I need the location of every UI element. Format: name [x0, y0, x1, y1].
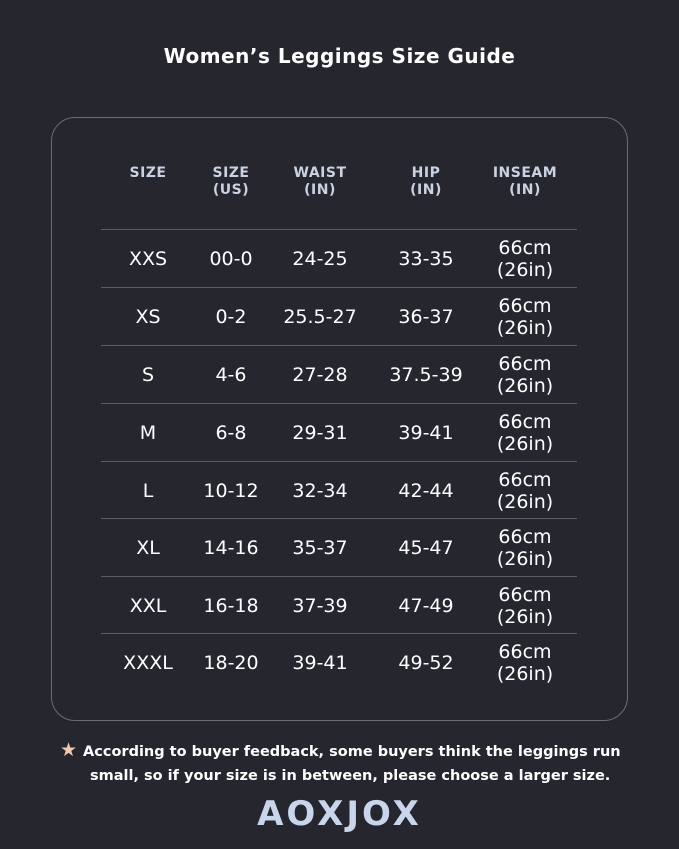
table-cell: 49-52 [398, 651, 454, 674]
table-cell: XXXL [123, 651, 173, 674]
table-cell: 35-37 [292, 536, 348, 559]
table-cell: XXS [128, 247, 168, 270]
brand-logo: AOXJOX [257, 794, 422, 834]
table-cell: 4-6 [215, 363, 247, 386]
header-line-2: (US) [212, 182, 250, 198]
table-cell: XL [136, 536, 160, 559]
column-header: SIZE (US) [191, 165, 271, 199]
table-cell: 27-28 [292, 363, 348, 386]
table-cell: 42-44 [398, 479, 454, 502]
header-line-1: HIP [411, 165, 441, 181]
header-line-1: SIZE [212, 165, 250, 181]
table-cell: XS [135, 305, 161, 328]
column-header: WAIST (IN) [270, 165, 370, 199]
note-line-1: According to buyer feedback, some buyers… [83, 744, 621, 760]
table-cell: 66cm (26in) [496, 410, 554, 455]
table-cell: L [142, 479, 154, 502]
column-header: SIZE [108, 165, 188, 182]
star-icon: ★ [60, 739, 78, 761]
table-cell: 10-12 [203, 479, 259, 502]
header-line-2: (IN) [304, 182, 336, 198]
header-line-1: INSEAM [492, 165, 558, 181]
header-line-2: (IN) [509, 182, 541, 198]
table-cell: 36-37 [398, 305, 454, 328]
page-title: Women’s Leggings Size Guide [163, 44, 516, 68]
table-cell: 66cm (26in) [496, 294, 554, 339]
table-cell: 18-20 [203, 651, 259, 674]
table-cell: S [141, 363, 155, 386]
table-row: S 4-6 27-28 37.5-39 66cm (26in) [101, 345, 577, 403]
table-cell: 6-8 [215, 421, 247, 444]
header-line-1: WAIST [293, 165, 347, 181]
table-row: XL 14-16 35-37 45-47 66cm (26in) [101, 518, 577, 576]
table-cell: 00-0 [209, 247, 253, 270]
table-cell: 66cm (26in) [496, 236, 554, 281]
table-cell: 66cm (26in) [496, 640, 554, 685]
table-cell: 0-2 [215, 305, 247, 328]
table-cell: 25.5-27 [283, 305, 357, 328]
fit-note: ★ According to buyer feedback, some buyer… [60, 738, 660, 788]
table-cell: M [139, 421, 157, 444]
table-cell: 66cm (26in) [496, 525, 554, 570]
table-cell: 37.5-39 [389, 363, 463, 386]
table-cell: 32-34 [292, 479, 348, 502]
column-header: INSEAM (IN) [475, 165, 575, 199]
table-cell: 47-49 [398, 594, 454, 617]
header-line-1: SIZE [129, 165, 167, 181]
table-cell: 45-47 [398, 536, 454, 559]
table-row: XXS 00-0 24-25 33-35 66cm (26in) [101, 229, 577, 287]
table-cell: XXL [129, 594, 167, 617]
table-row: XS 0-2 25.5-27 36-37 66cm (26in) [101, 287, 577, 345]
table-cell: 66cm (26in) [496, 583, 554, 628]
table-cell: 39-41 [292, 651, 348, 674]
table-row: XXXL 18-20 39-41 49-52 66cm (26in) [101, 633, 577, 691]
size-table-frame [51, 117, 628, 721]
table-cell: 66cm (26in) [496, 352, 554, 397]
table-cell: 14-16 [203, 536, 259, 559]
table-cell: 39-41 [398, 421, 454, 444]
table-cell: 66cm (26in) [496, 468, 554, 513]
table-row: M 6-8 29-31 39-41 66cm (26in) [101, 403, 577, 461]
table-row: XXL 16-18 37-39 47-49 66cm (26in) [101, 576, 577, 634]
table-cell: 33-35 [398, 247, 454, 270]
table-cell: 29-31 [292, 421, 348, 444]
column-header: HIP (IN) [376, 165, 476, 199]
header-line-2: (IN) [410, 182, 442, 198]
table-cell: 16-18 [203, 594, 259, 617]
table-row: L 10-12 32-34 42-44 66cm (26in) [101, 461, 577, 519]
table-cell: 24-25 [292, 247, 348, 270]
table-cell: 37-39 [292, 594, 348, 617]
note-line-2: small, so if your size is in between, pl… [90, 768, 611, 784]
